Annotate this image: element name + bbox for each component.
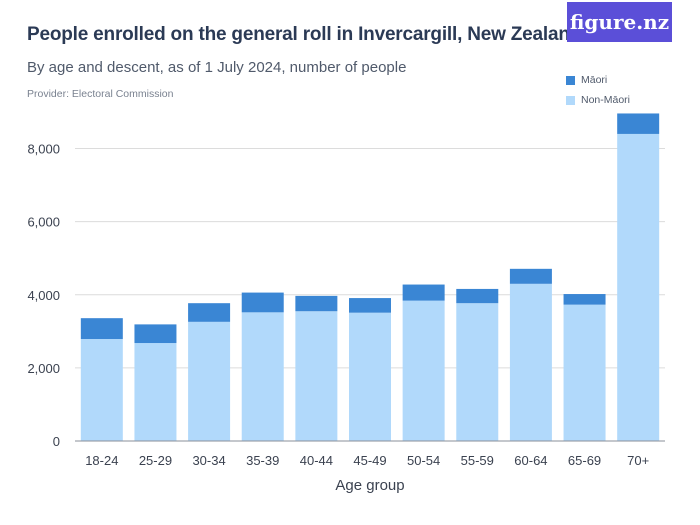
bar-maori bbox=[295, 295, 338, 312]
legend-label-maori: Māori bbox=[581, 74, 608, 86]
bar-maori bbox=[241, 292, 284, 313]
bar-non-maori bbox=[241, 312, 284, 441]
legend-item-maori: Māori bbox=[566, 70, 630, 90]
x-tick-label: 50-54 bbox=[407, 453, 440, 468]
y-tick-label: 6,000 bbox=[27, 215, 60, 230]
bar-maori bbox=[188, 303, 231, 322]
x-tick-label: 35-39 bbox=[246, 453, 279, 468]
bar-non-maori bbox=[563, 304, 606, 441]
x-tick-label: 60-64 bbox=[514, 453, 547, 468]
x-tick-label: 18-24 bbox=[85, 453, 118, 468]
bar-non-maori bbox=[188, 321, 231, 441]
legend-swatch-non-maori bbox=[566, 95, 575, 105]
bar-maori bbox=[349, 298, 391, 313]
bar-maori bbox=[402, 284, 445, 301]
x-tick-label: 25-29 bbox=[139, 453, 172, 468]
logo-text: figure.nz bbox=[569, 10, 670, 34]
bar-maori bbox=[617, 113, 660, 134]
x-tick-label: 55-59 bbox=[461, 453, 494, 468]
y-tick-label: 0 bbox=[53, 434, 60, 449]
x-tick-label: 30-34 bbox=[192, 453, 225, 468]
bar-non-maori bbox=[617, 133, 660, 441]
bar-non-maori bbox=[509, 283, 552, 441]
bar-maori bbox=[134, 324, 177, 344]
x-tick-label: 70+ bbox=[627, 453, 649, 468]
x-tick-label: 65-69 bbox=[568, 453, 601, 468]
y-tick-label: 8,000 bbox=[27, 142, 60, 157]
legend-swatch-maori bbox=[566, 75, 575, 85]
bar-non-maori bbox=[349, 312, 391, 441]
x-axis-title: Age group bbox=[335, 477, 404, 494]
legend-item-non-maori: Non-Māori bbox=[566, 90, 630, 110]
bar-non-maori bbox=[80, 339, 123, 441]
y-tick-label: 4,000 bbox=[27, 288, 60, 303]
chart-subtitle: By age and descent, as of 1 July 2024, n… bbox=[27, 59, 407, 76]
legend-label-non-maori: Non-Māori bbox=[581, 94, 631, 106]
figure-nz-logo[interactable]: figure.nz bbox=[567, 2, 672, 42]
bar-maori bbox=[80, 318, 123, 340]
bar-non-maori bbox=[134, 343, 177, 441]
data-provider: Provider: Electoral Commission bbox=[27, 88, 174, 100]
chart-title: People enrolled on the general roll in I… bbox=[27, 24, 582, 45]
chart-legend: Māori Non-Māori bbox=[566, 70, 630, 110]
bar-non-maori bbox=[295, 311, 338, 441]
y-tick-label: 2,000 bbox=[27, 361, 60, 376]
bar-maori bbox=[509, 268, 552, 284]
bar-non-maori bbox=[456, 303, 499, 441]
x-tick-label: 45-49 bbox=[353, 453, 386, 468]
bar-maori bbox=[563, 294, 606, 305]
x-tick-label: 40-44 bbox=[300, 453, 333, 468]
bar-non-maori bbox=[402, 300, 445, 441]
bar-maori bbox=[456, 288, 499, 304]
